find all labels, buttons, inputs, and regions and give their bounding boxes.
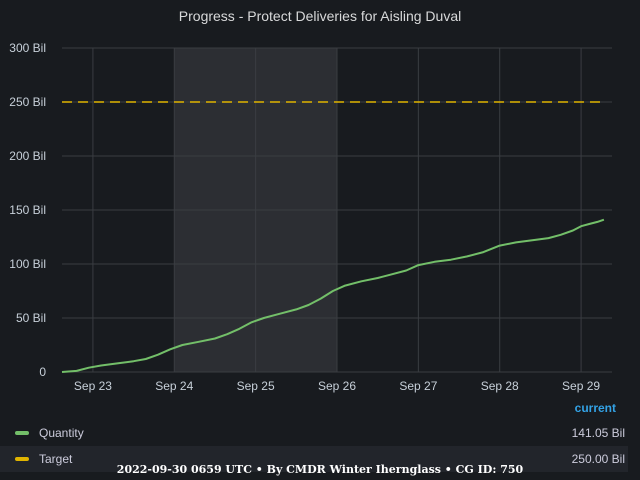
y-tick-label: 300 Bil [9, 41, 46, 55]
legend-value-target: 250.00 Bil [571, 452, 625, 466]
x-tick-label: Sep 25 [237, 379, 275, 393]
legend-name-target: Target [39, 452, 73, 466]
x-tick-label: Sep 29 [562, 379, 600, 393]
y-tick-label: 50 Bil [16, 311, 46, 325]
x-tick-label: Sep 23 [74, 379, 112, 393]
legend-value-quantity: 141.05 Bil [571, 426, 625, 440]
chart-title: Progress - Protect Deliveries for Aislin… [179, 8, 461, 24]
legend-row-quantity[interactable]: Quantity 141.05 Bil [0, 420, 628, 446]
x-tick-label: Sep 26 [318, 379, 356, 393]
series-line-quantity [61, 218, 605, 373]
x-tick-label: Sep 28 [481, 379, 519, 393]
legend-current-header[interactable]: current [574, 401, 616, 415]
legend-name-quantity: Quantity [39, 426, 84, 440]
x-tick-label: Sep 27 [399, 379, 437, 393]
progress-chart: Progress - Protect Deliveries for Aislin… [9, 8, 612, 393]
x-tick-label: Sep 24 [155, 379, 193, 393]
legend-swatch-target [15, 457, 29, 461]
footer-credit: 2022-09-30 0659 UTC • By CMDR Winter Ihe… [116, 463, 524, 476]
y-tick-label: 200 Bil [9, 149, 46, 163]
legend-swatch-quantity [15, 431, 29, 435]
y-tick-label: 150 Bil [9, 203, 46, 217]
legend-row-target[interactable]: Target 250.00 Bil [0, 446, 628, 472]
y-tick-label: 100 Bil [9, 257, 46, 271]
y-tick-label: 0 [39, 365, 46, 379]
y-tick-label: 250 Bil [9, 95, 46, 109]
